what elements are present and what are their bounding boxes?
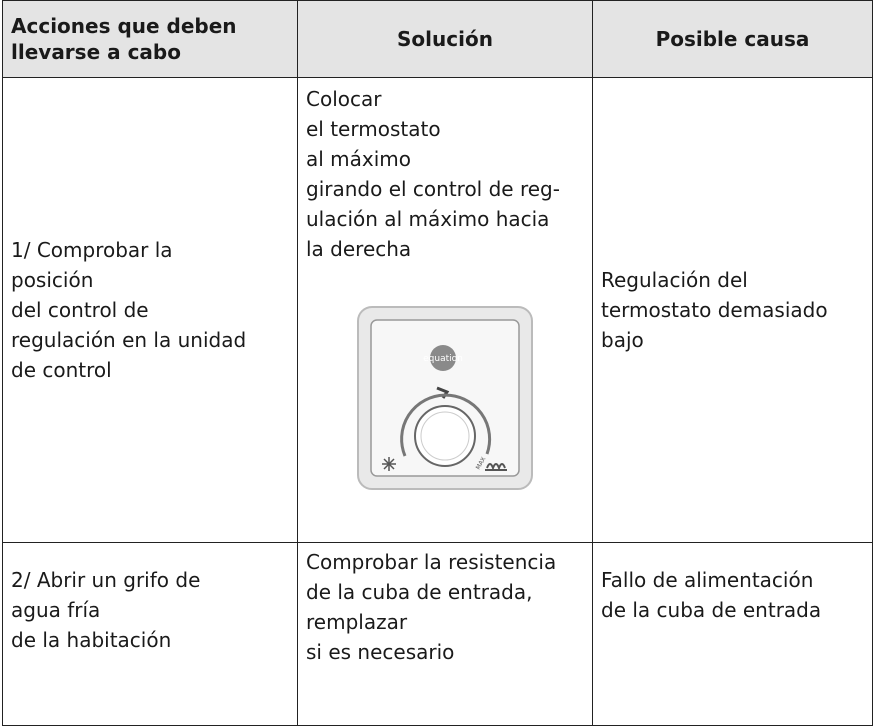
header-cell: Solución [297, 0, 593, 78]
text-line: 2/ Abrir un grifo de [11, 568, 201, 592]
table-row: 2/ Abrir un grifo de agua fría de la habit… [2, 542, 873, 726]
text-line: al máximo [306, 147, 412, 171]
cell: Colocar el termostato al máximo girando el … [297, 77, 593, 543]
text-line: posición [11, 268, 94, 292]
text-line: Comprobar la resistencia [306, 550, 557, 574]
text-line: bajo [601, 328, 644, 352]
text-line: agua fría [11, 598, 101, 622]
text-line: Colocar [306, 87, 382, 111]
text-line: de la habitación [11, 628, 172, 652]
cell: Regulación del termostato demasiado bajo [592, 77, 873, 543]
text-line: girando el control de reg- [306, 177, 560, 201]
text-line: el termostato [306, 117, 441, 141]
text-line: ulación al máximo hacia [306, 207, 550, 231]
table-row: 1/ Comprobar la posición del control de reg… [2, 77, 873, 543]
header-cell: Posible causa [592, 0, 873, 78]
text-line: remplazar [306, 610, 408, 634]
cell: Comprobar la resistencia de la cuba de en… [297, 542, 593, 726]
text-line: Regulación del [601, 268, 748, 292]
text-line: regulación en la unidad [11, 328, 247, 352]
text-line: la derecha [306, 237, 412, 261]
text-line: de la cuba de entrada [601, 598, 822, 622]
text-line: 1/ Comprobar la [11, 238, 173, 262]
cell: 1/ Comprobar la posición del control de reg… [2, 77, 298, 543]
text-line: si es necesario [306, 640, 455, 664]
header-row: Acciones que deben llevarse a cabo Soluc… [2, 0, 873, 78]
cell-text: Colocar el termostato al máximo girando el … [306, 84, 584, 264]
text-line: termostato demasiado [601, 298, 828, 322]
cell: 2/ Abrir un grifo de agua fría de la habit… [2, 542, 298, 726]
text-line: de la cuba de entrada, [306, 580, 533, 604]
thermostat-image: equation MAX [357, 306, 533, 490]
text-line: Fallo de alimentación [601, 568, 814, 592]
cell: Fallo de alimentación de la cuba de entra… [592, 542, 873, 726]
logo: equation [423, 354, 463, 364]
text-line: de control [11, 358, 112, 382]
text-line: del control de [11, 298, 149, 322]
header-cell: Acciones que deben llevarse a cabo [2, 0, 298, 78]
